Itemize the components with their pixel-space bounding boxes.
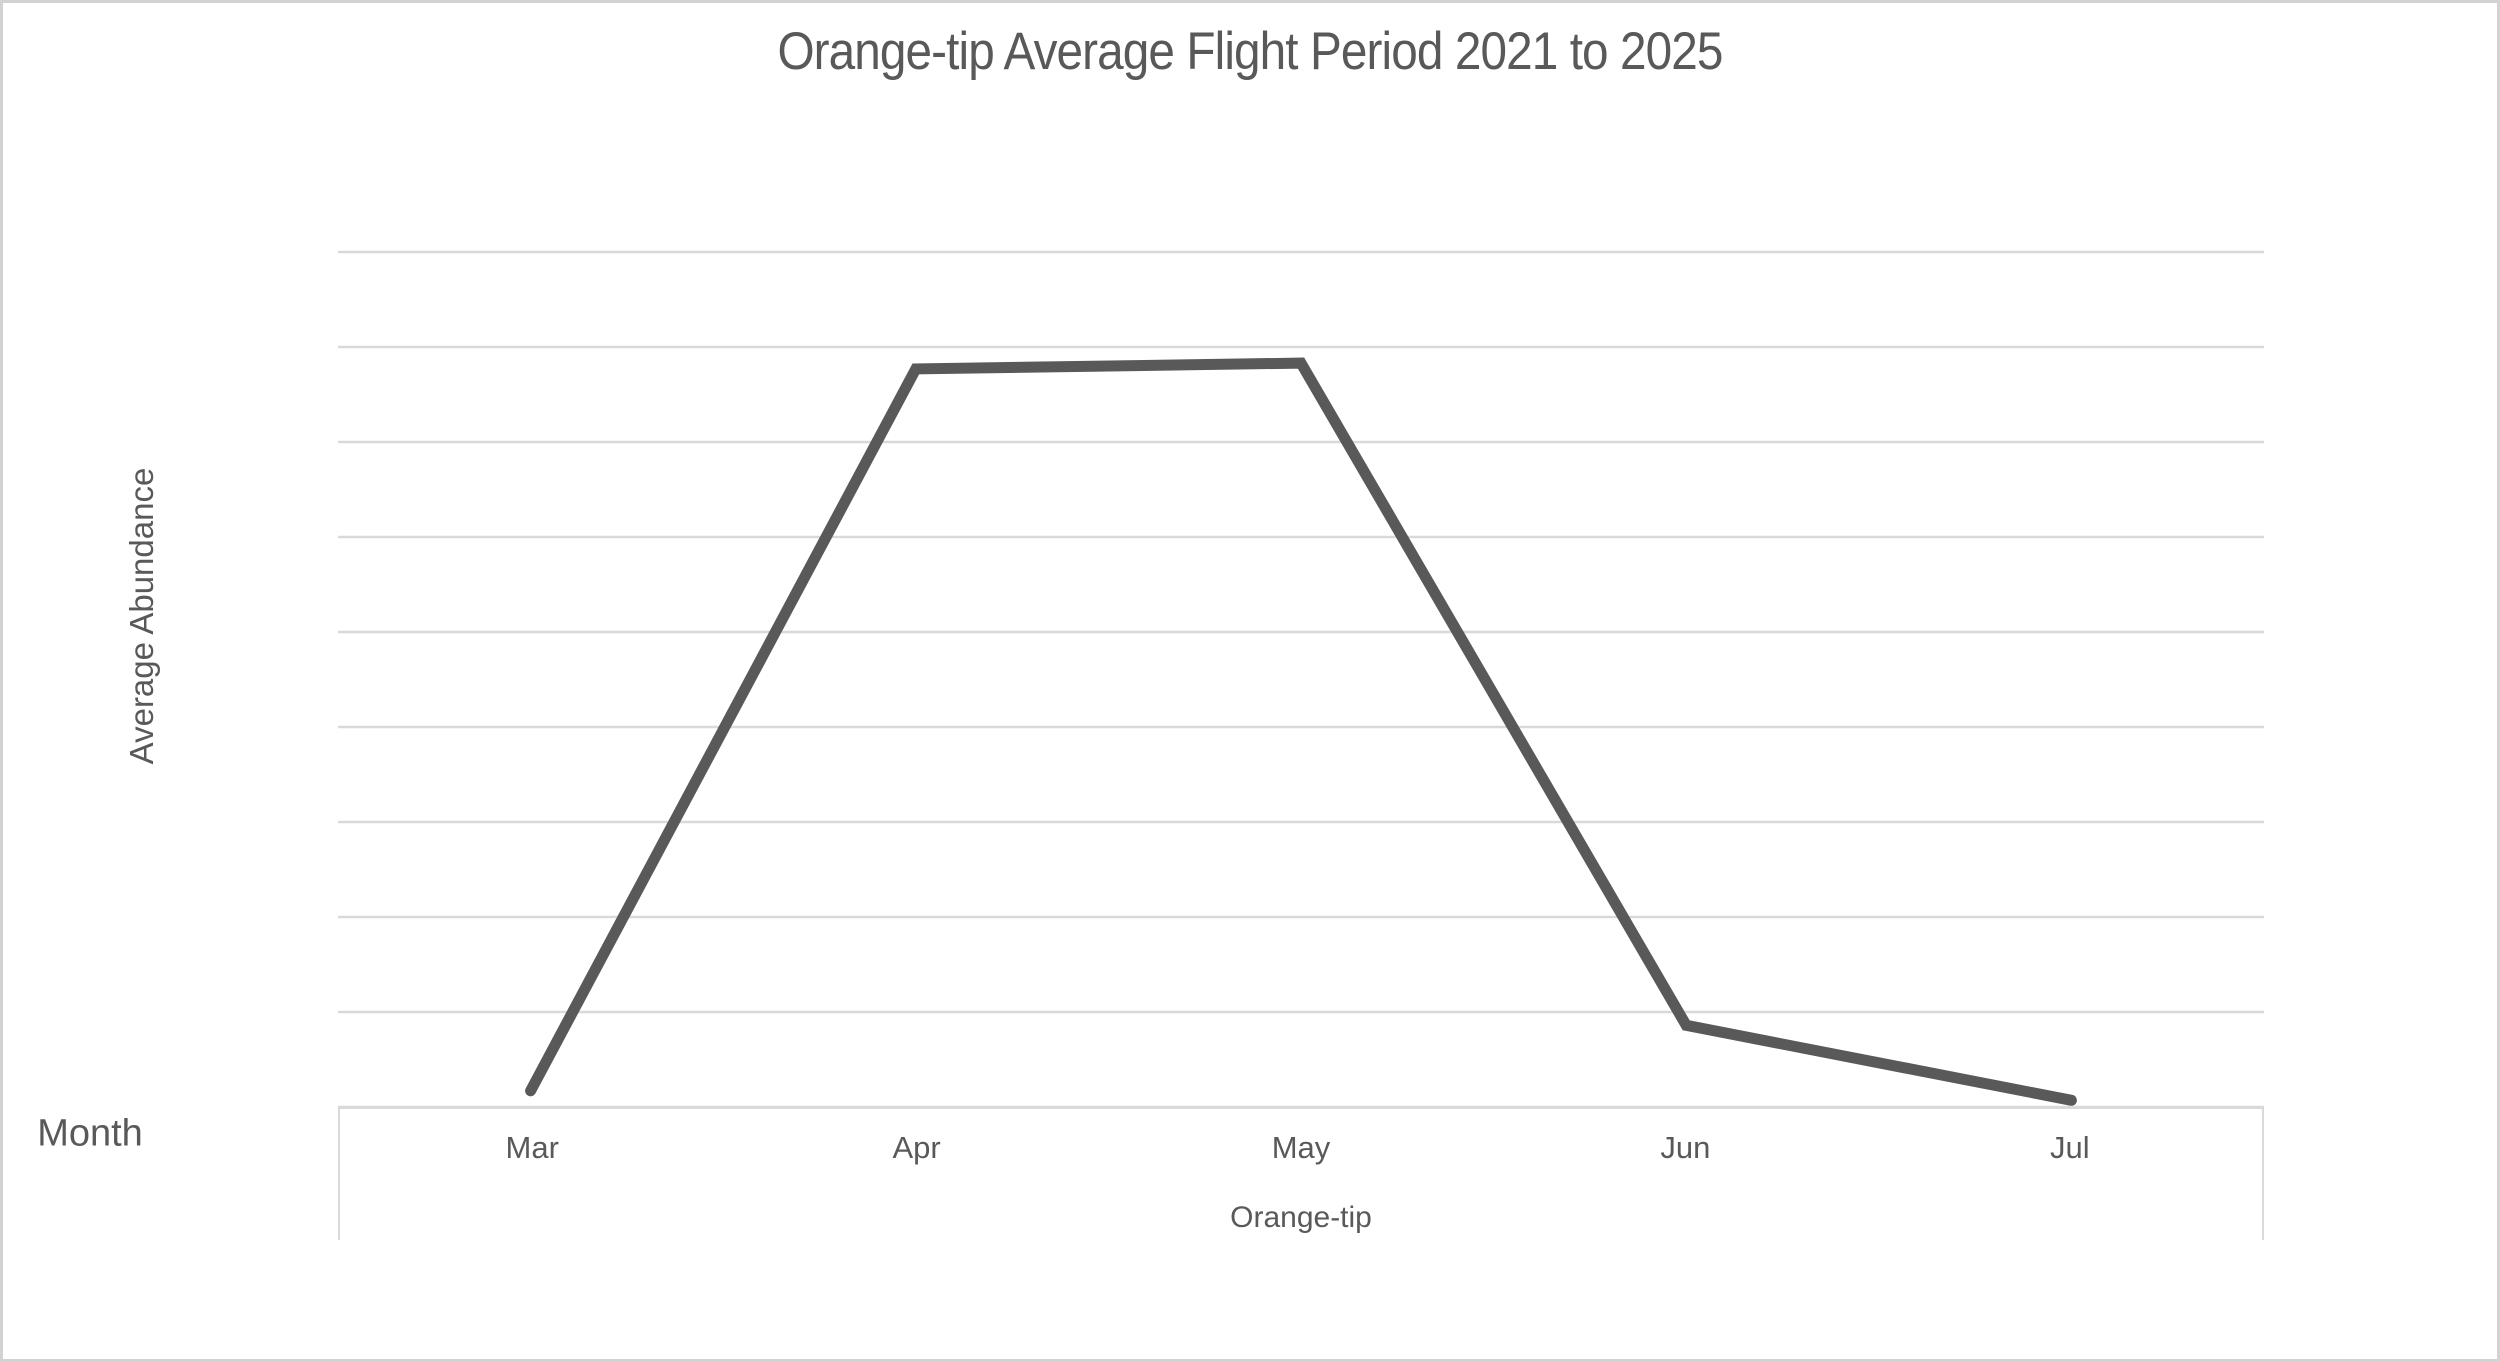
x-tick-label: Apr xyxy=(892,1130,941,1165)
series-line-orange-tip xyxy=(525,357,2077,1106)
plot-area xyxy=(338,250,2264,1109)
x-axis-left-label: Month xyxy=(37,1112,143,1155)
chart-title: Orange-tip Average Flight Period 2021 to… xyxy=(777,22,1723,81)
x-tick-label: Jun xyxy=(1660,1130,1711,1165)
gridlines xyxy=(338,250,2264,1109)
x-tick-row: Mar Apr May Jun Jul xyxy=(340,1109,2262,1165)
x-axis-band: Mar Apr May Jun Jul Orange-tip xyxy=(338,1107,2264,1240)
x-tick-label: May xyxy=(1271,1130,1331,1165)
x-tick-label: Jul xyxy=(2050,1130,2090,1165)
x-axis-title: Orange-tip xyxy=(1230,1201,1372,1234)
x-tick-label: Mar xyxy=(505,1130,559,1165)
